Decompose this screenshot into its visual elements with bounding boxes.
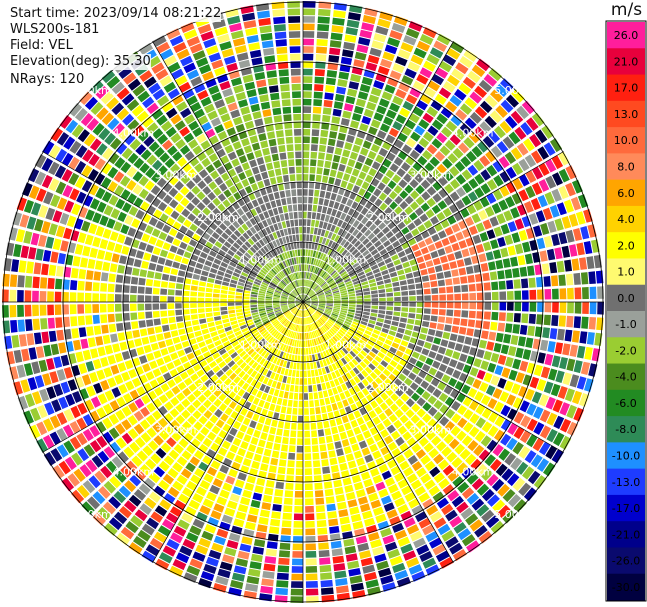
nrays-label: NRays: 120: [10, 72, 85, 88]
field-label: Field: VEL: [10, 38, 73, 54]
azimuth-spoke: [302, 301, 454, 563]
range-ring-label: 1.00km: [240, 338, 282, 351]
azimuth-spoke: [152, 41, 304, 303]
range-ring-label: 3.00km: [410, 423, 452, 436]
range-ring-label: 1.00km: [325, 338, 367, 351]
range-ring-label: 2.00km: [367, 211, 409, 224]
colorbar-unit: m/s: [610, 0, 643, 20]
range-ring-label: 5.00km: [494, 508, 536, 521]
range-ring-label: 4.00km: [113, 126, 155, 139]
azimuth-spoke: [302, 301, 564, 453]
range-ring-label: 2.00km: [197, 211, 239, 224]
azimuth-spoke: [302, 151, 564, 303]
range-ring-label: 4.00km: [452, 466, 494, 479]
range-ring-label: 1.00km: [240, 254, 282, 267]
azimuth-spoke: [302, 41, 454, 303]
range-ring-label: 4.00km: [452, 126, 494, 139]
range-ring-label: 2.00km: [197, 381, 239, 394]
range-ring-label: 5.00km: [494, 84, 536, 97]
start-time-label: Start time: 2023/09/14 08:21:22: [10, 6, 222, 22]
azimuth-spoke: [42, 301, 304, 453]
range-ring-label: 5.00km: [70, 508, 112, 521]
range-ring-label: 3.00km: [410, 169, 452, 182]
range-ring-label: 3.00km: [155, 423, 197, 436]
range-ring-label: 2.00km: [367, 381, 409, 394]
azimuth-spoke: [152, 301, 304, 563]
instrument-label: WLS200s-181: [10, 22, 100, 38]
range-ring-label: 4.00km: [113, 466, 155, 479]
azimuth-spoke: [42, 151, 304, 303]
range-ring-label: 1.00km: [325, 254, 367, 267]
range-ring-label: 3.00km: [155, 169, 197, 182]
elevation-label: Elevation(deg): 35.30: [10, 54, 151, 70]
